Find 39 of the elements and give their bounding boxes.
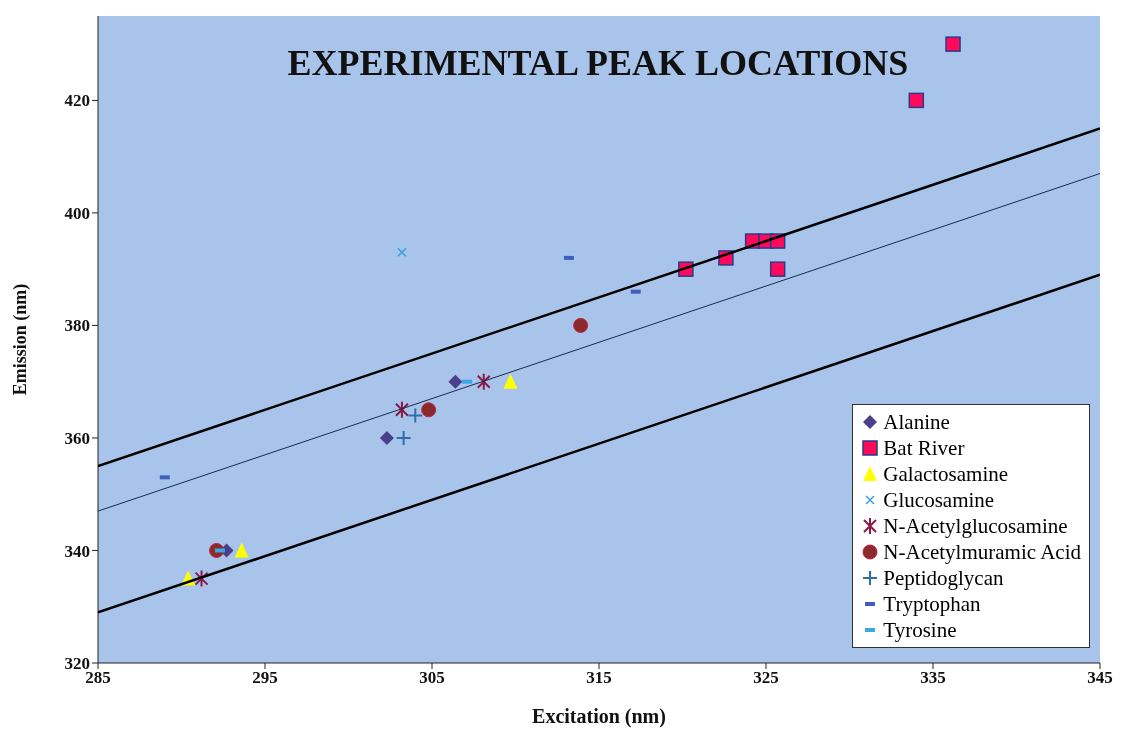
point: [407, 407, 424, 424]
y-tick-label: 420: [64, 91, 90, 111]
legend-label: N-Acetylmuramic Acid: [882, 539, 1081, 565]
y-tick-label: 380: [64, 316, 90, 336]
y-tick-label: 340: [64, 541, 90, 561]
x-tick-label: 345: [1087, 668, 1113, 688]
x-tick-label: 285: [85, 668, 111, 688]
point: [945, 36, 961, 52]
point: [448, 374, 463, 389]
point: [379, 430, 394, 445]
point: [394, 400, 409, 419]
y-tick-label: 360: [64, 428, 90, 448]
point: [503, 373, 518, 389]
point: [395, 429, 412, 446]
point: [908, 92, 925, 109]
legend-label: Peptidoglycan: [882, 565, 1005, 591]
point: [769, 261, 786, 277]
y-tick-label: 400: [64, 203, 90, 223]
point: [476, 372, 491, 391]
legend-label: Tryptophan: [882, 591, 982, 617]
x-tick-label: 325: [753, 668, 779, 688]
point: [573, 317, 589, 333]
legend-label: N-Acetylglucosamine: [882, 513, 1069, 539]
x-tick-label: 305: [419, 668, 445, 688]
legend-label: Bat River: [882, 435, 966, 461]
x-axis-title: Excitation (nm): [532, 705, 666, 728]
legend-label: Glucosamine: [882, 487, 996, 513]
x-tick-label: 335: [920, 668, 946, 688]
text: EXPERIMENTAL PEAK LOCATIONS: [286, 42, 910, 84]
point: [421, 402, 437, 418]
legend-label: Alanine: [882, 409, 951, 435]
x-tick-label: 315: [586, 668, 612, 688]
legend-label: Tyrosine: [882, 617, 958, 643]
point: [194, 569, 209, 588]
y-axis-title: Emission (nm): [10, 283, 32, 396]
x-tick-label: 295: [252, 668, 278, 688]
point: [234, 542, 249, 558]
legend-label: Galactosamine: [882, 461, 1010, 487]
point: [397, 247, 407, 258]
